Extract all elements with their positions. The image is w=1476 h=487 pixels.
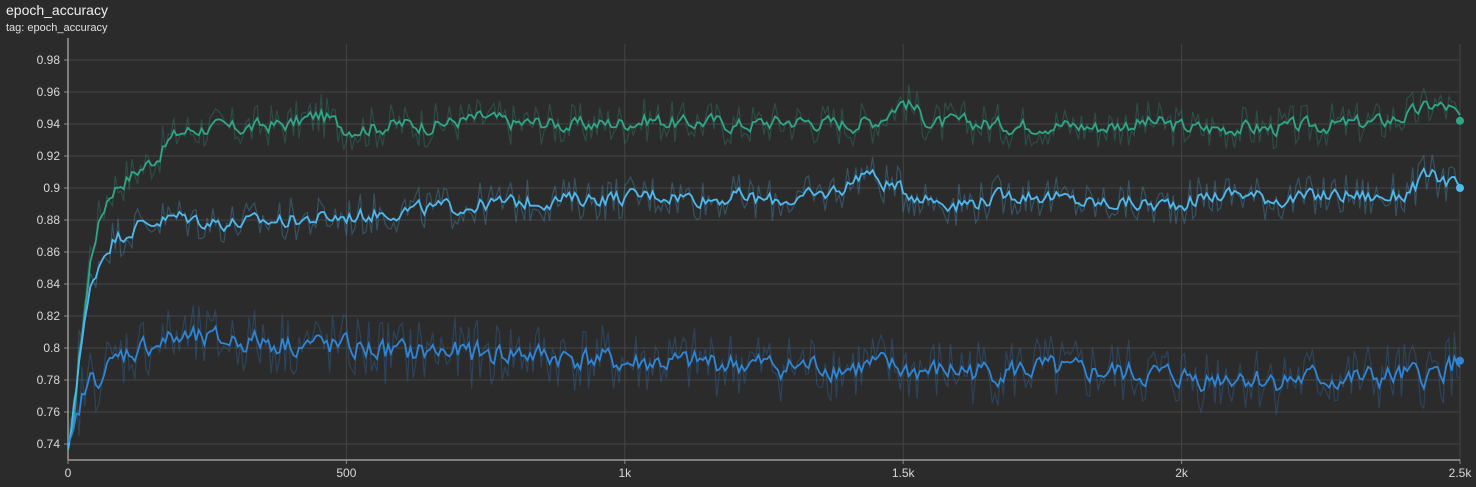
x-tick-label: 2k (1175, 466, 1189, 480)
tick-label-layer: 0.74 0.76 0.78 0.8 0.82 0.84 0.86 0.88 0.9 0.92 0.… (37, 53, 1473, 480)
series-0-smoothed-line (68, 98, 1461, 451)
series-0-end-marker (1456, 116, 1464, 125)
x-tick-label: 2.5k (1449, 466, 1473, 480)
y-tick-label: 0.9 (43, 181, 60, 195)
series-layer (68, 84, 1464, 451)
series-1 (68, 153, 1461, 450)
y-tick-label: 0.74 (37, 437, 61, 451)
series-2-end-marker (1456, 356, 1464, 365)
series-2-smoothed-line (68, 324, 1461, 444)
tag-value: epoch_accuracy (27, 22, 108, 34)
series-0-raw-line (68, 84, 1461, 443)
x-tick-label: 0 (65, 466, 72, 480)
series-0 (68, 84, 1461, 451)
y-tick-label: 0.92 (37, 149, 61, 163)
y-tick-label: 0.78 (37, 373, 61, 387)
y-tick-label: 0.96 (37, 85, 61, 99)
y-tick-label: 0.8 (43, 341, 60, 355)
y-tick-label: 0.84 (37, 277, 61, 291)
chart-tag: tag: epoch_accuracy (6, 22, 108, 34)
x-tick-label: 1k (618, 466, 632, 480)
chart-title: epoch_accuracy (6, 2, 108, 18)
series-1-smoothed-line (68, 166, 1461, 450)
x-tick-label: 500 (336, 466, 356, 480)
y-tick-label: 0.82 (37, 309, 61, 323)
series-2-raw-line (68, 305, 1461, 436)
y-tick-label: 0.94 (37, 117, 61, 131)
y-tick-label: 0.76 (37, 405, 61, 419)
axis-layer (67, 38, 1460, 461)
grid-layer (64, 44, 1461, 464)
y-tick-label: 0.86 (37, 245, 61, 259)
series-2 (68, 305, 1461, 444)
series-1-end-marker (1456, 184, 1464, 192)
y-tick-label: 0.98 (37, 53, 61, 67)
tag-prefix: tag: (6, 22, 28, 34)
x-tick-label: 1.5k (892, 466, 916, 480)
y-tick-label: 0.88 (37, 213, 61, 227)
